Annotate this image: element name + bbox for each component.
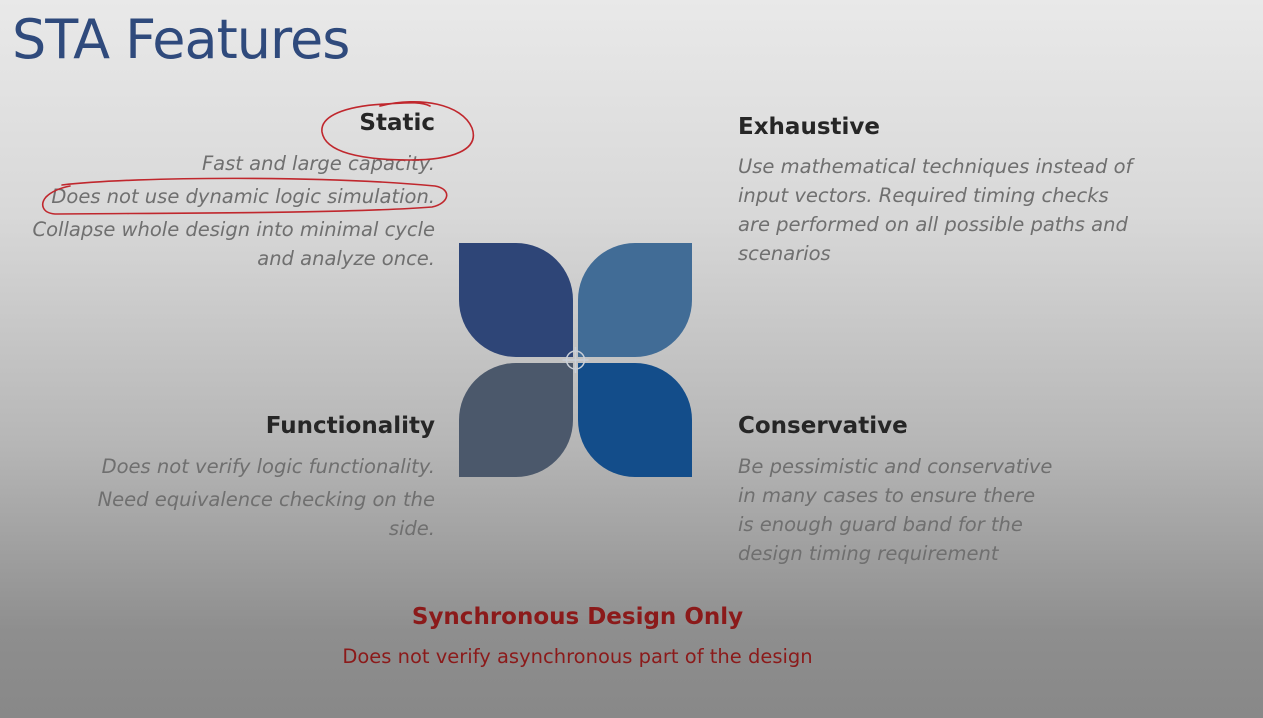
exhaustive-line-1: Use mathematical techniques instead of [738, 155, 1133, 178]
static-description: Fast and large capacity. Does not use dy… [15, 149, 435, 273]
functionality-line-1: Does not verify logic functionality. [101, 455, 435, 478]
exhaustive-heading: Exhaustive [738, 114, 880, 140]
petal-bottom-right [578, 363, 692, 477]
circle-annotation-static [321, 100, 475, 161]
functionality-heading: Functionality [265, 413, 435, 439]
petal-top-right [578, 243, 692, 357]
sync-body: Does not verify asynchronous part of the… [342, 645, 813, 668]
conservative-heading: Conservative [738, 413, 908, 439]
functionality-line-3: side. [388, 517, 435, 540]
pen-annotations [41, 100, 475, 215]
static-line-3: Collapse whole design into minimal cycle [32, 218, 435, 241]
sync-heading: Synchronous Design Only [411, 604, 744, 630]
petal-bottom-left [459, 363, 573, 477]
conservative-description: Be pessimistic and conservative in many … [738, 452, 1158, 568]
conservative-line-4: design timing requirement [738, 542, 999, 565]
functionality-description: Does not verify logic functionality. Nee… [35, 452, 435, 543]
slide-title: STA Features [12, 8, 350, 71]
exhaustive-line-3: are performed on all possible paths and [738, 213, 1128, 236]
static-line-1: Fast and large capacity. [201, 152, 435, 175]
exhaustive-line-4: scenarios [738, 242, 831, 265]
exhaustive-description: Use mathematical techniques instead of i… [738, 152, 1218, 268]
petal-top-left [459, 243, 573, 357]
conservative-line-1: Be pessimistic and conservative [738, 455, 1053, 478]
underline-annotation-simulation [41, 177, 448, 215]
crosshair-icon [562, 347, 589, 373]
static-line-2: Does not use dynamic logic simulation. [51, 185, 435, 208]
exhaustive-line-2: input vectors. Required timing checks [738, 184, 1109, 207]
conservative-line-3: is enough guard band for the [738, 513, 1023, 536]
four-petal-graphic [459, 243, 692, 477]
static-heading: Static [359, 110, 435, 136]
static-line-4: and analyze once. [257, 247, 435, 270]
conservative-line-2: in many cases to ensure there [738, 484, 1036, 507]
functionality-line-2: Need equivalence checking on the [97, 488, 435, 511]
